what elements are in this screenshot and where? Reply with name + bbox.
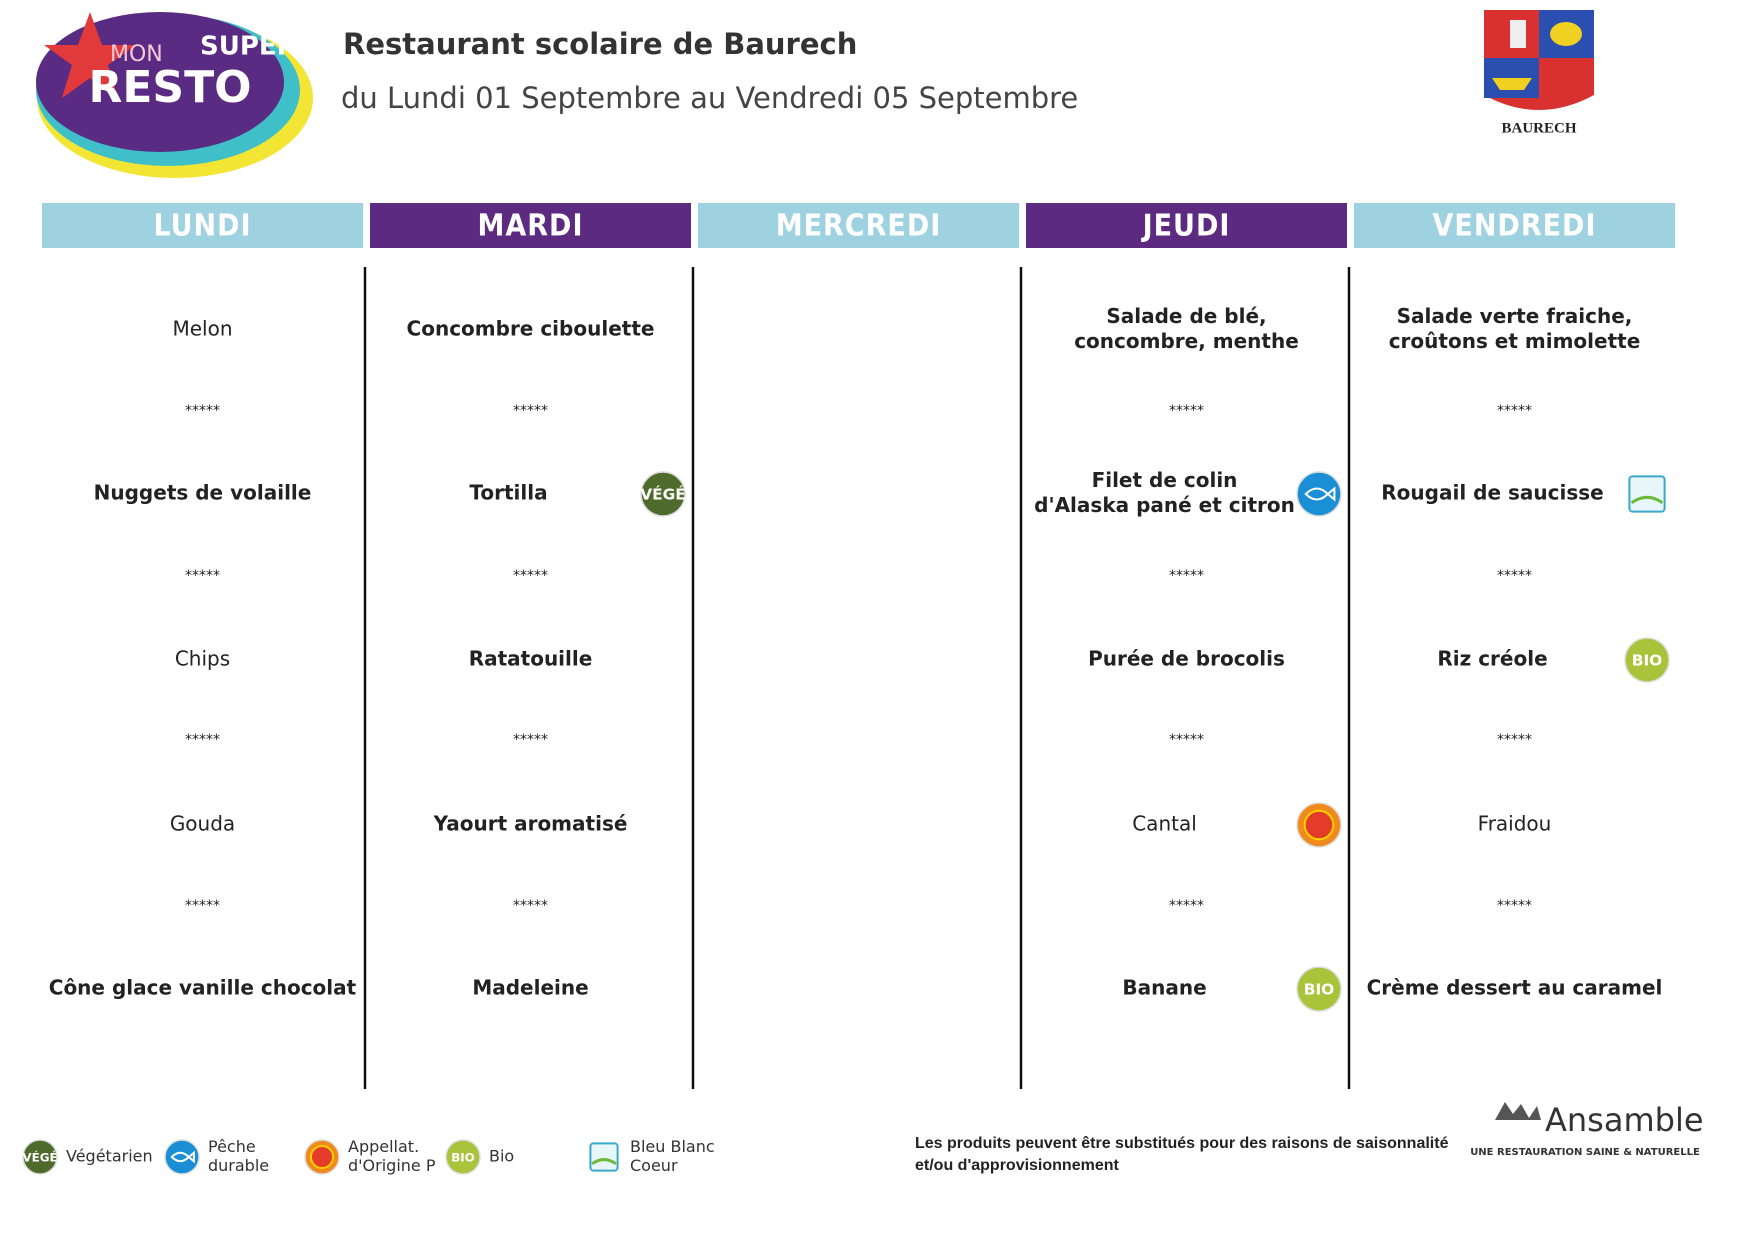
badge-icon — [1628, 475, 1666, 513]
separator: ***** — [1169, 403, 1204, 419]
dish: Riz créole — [1437, 647, 1547, 671]
badge-text: VÉGÉ — [22, 1150, 57, 1165]
town-name: BAURECH — [1501, 120, 1576, 136]
legend-label: Bio — [489, 1147, 514, 1166]
legend-label: d'Origine P — [348, 1156, 436, 1175]
dish: Crème dessert au caramel — [1367, 976, 1663, 1000]
legend-label: Appellat. — [348, 1137, 419, 1156]
dish: croûtons et mimolette — [1389, 329, 1641, 353]
badge-text: BIO — [1304, 981, 1335, 999]
badge-icon — [591, 1158, 617, 1166]
badge-icon — [170, 1150, 195, 1164]
coat-of-arms: BAURECH — [1484, 10, 1594, 136]
badge-icon — [1303, 809, 1335, 841]
separator: ***** — [185, 898, 220, 914]
badge-icon — [22, 1139, 58, 1175]
day-header — [1354, 203, 1675, 248]
day-name: MERCREDI — [776, 209, 942, 244]
dish: Ratatouille — [469, 647, 593, 671]
dish: Purée de brocolis — [1088, 647, 1285, 671]
dish: Tortilla — [469, 481, 547, 505]
menu-grid: LUNDI Melon Nuggets de volaille Chips Gouda C… — [22, 203, 1675, 1175]
dish: concombre, menthe — [1074, 329, 1299, 353]
badge-icon — [1296, 966, 1342, 1012]
dish: Madeleine — [472, 976, 588, 1000]
dish: Concombre ciboulette — [407, 317, 655, 341]
badge-text: BIO — [1632, 652, 1663, 670]
dish: Melon — [172, 317, 232, 341]
separator: ***** — [185, 403, 220, 419]
legend-label: Pêche — [208, 1137, 256, 1156]
note: et/ou d'approvisionnement — [915, 1157, 1119, 1174]
legend-label: Végétarien — [66, 1147, 153, 1166]
day-header — [698, 203, 1019, 248]
title: Restaurant scolaire de Baurech — [343, 27, 857, 61]
badge-icon — [164, 1139, 200, 1175]
badge-icon — [589, 1142, 619, 1172]
resto-logo: MON SUPER RESTO — [36, 12, 313, 178]
badge-icon — [1630, 495, 1664, 505]
badge-icon — [1296, 471, 1342, 517]
badge-icon — [445, 1139, 481, 1175]
separator: ***** — [1497, 898, 1532, 914]
logo-text: SUPER — [200, 32, 297, 62]
dish: d'Alaska pané et citron — [1034, 493, 1295, 517]
dish: Fraidou — [1478, 812, 1552, 836]
separator: ***** — [1169, 898, 1204, 914]
day-name: LUNDI — [153, 209, 251, 244]
separator: ***** — [1497, 568, 1532, 584]
separator: ***** — [1169, 732, 1204, 748]
note: Les produits peuvent être substitués pou… — [915, 1135, 1449, 1152]
dish: Chips — [175, 647, 230, 671]
logo-text: RESTO — [88, 62, 251, 113]
legend-label: Bleu Blanc — [630, 1137, 715, 1156]
subtitle: du Lundi 01 Septembre au Vendredi 05 Sep… — [341, 81, 1078, 115]
badge-icon — [1304, 486, 1336, 502]
day-name: JEUDI — [1141, 209, 1231, 244]
day-header — [42, 203, 363, 248]
day-name: VENDREDI — [1432, 209, 1596, 244]
separator: ***** — [1497, 732, 1532, 748]
day-header — [370, 203, 691, 248]
separator: ***** — [513, 898, 548, 914]
dish: Cône glace vanille chocolat — [49, 976, 357, 1000]
badge-text: VÉGÉ — [640, 485, 686, 504]
separator: ***** — [513, 568, 548, 584]
badge-icon — [1624, 637, 1670, 683]
separator: ***** — [1169, 568, 1204, 584]
dish: Salade de blé, — [1106, 304, 1266, 328]
separator: ***** — [1497, 403, 1532, 419]
dish: Banane — [1122, 976, 1206, 1000]
dish: Nuggets de volaille — [94, 481, 312, 505]
separator: ***** — [185, 732, 220, 748]
day-name: MARDI — [478, 209, 584, 244]
badge-icon — [640, 471, 686, 517]
legend-label: durable — [208, 1156, 269, 1175]
legend-label: Coeur — [630, 1156, 678, 1175]
dish: Filet de colin — [1092, 468, 1238, 492]
separator: ***** — [513, 403, 548, 419]
dish: Gouda — [170, 812, 235, 836]
separator: ***** — [185, 568, 220, 584]
separator: ***** — [513, 732, 548, 748]
dish: Rougail de saucisse — [1381, 481, 1603, 505]
logo-text: MON — [110, 42, 163, 67]
brand-tagline: UNE RESTAURATION SAINE & NATURELLE — [1470, 1147, 1700, 1158]
dish: Cantal — [1132, 812, 1197, 836]
day-header — [1026, 203, 1347, 248]
badge-icon — [309, 1144, 335, 1170]
dish: Salade verte fraiche, — [1397, 304, 1633, 328]
brand-name: Ansamble — [1545, 1101, 1704, 1139]
ansamble-logo: Ansamble UNE RESTAURATION SAINE & NATURE… — [1470, 1101, 1703, 1158]
dish: Yaourt aromatisé — [433, 812, 628, 836]
badge-text: BIO — [451, 1151, 475, 1165]
